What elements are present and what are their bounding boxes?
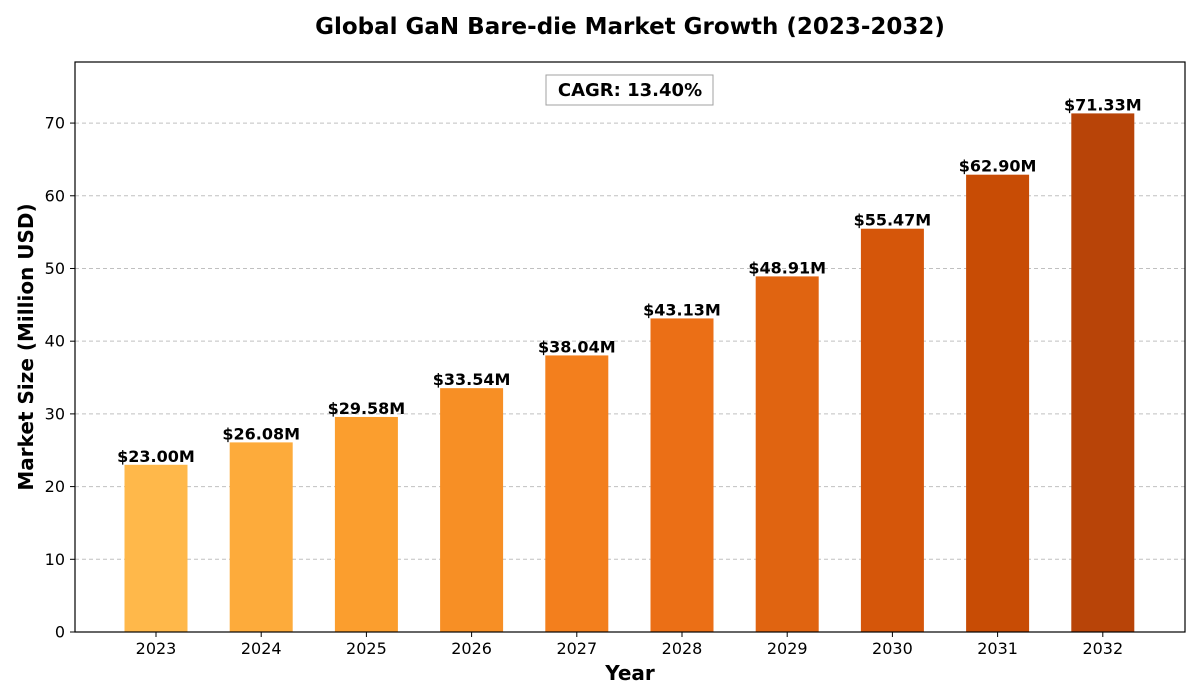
data-label-2026: $33.54M (433, 370, 511, 389)
data-label-2027: $38.04M (538, 337, 616, 356)
cagr-text: CAGR: 13.40% (558, 80, 702, 101)
y-tick-label: 20 (45, 477, 65, 496)
plot-frame (74, 61, 1186, 633)
bar-2024 (229, 442, 293, 632)
data-label-2029: $48.91M (748, 258, 826, 277)
bar-2026 (440, 388, 504, 632)
x-tick-label: 2027 (556, 639, 597, 658)
y-tick-label: 40 (45, 332, 65, 351)
y-tick-label: 70 (45, 114, 65, 133)
bar-2023 (124, 464, 188, 632)
bar-2027 (545, 355, 609, 632)
x-tick-label: 2030 (872, 639, 913, 658)
data-label-2024: $26.08M (222, 424, 300, 443)
bar-2029 (755, 276, 819, 632)
y-axis-label: Market Size (Million USD) (14, 203, 38, 490)
data-label-2023: $23.00M (117, 447, 195, 466)
y-tick-label: 0 (55, 623, 65, 642)
x-tick-label: 2023 (136, 639, 177, 658)
x-tick-label: 2024 (241, 639, 282, 658)
x-axis-label: Year (604, 661, 655, 685)
x-axis-ticks: 2023 2024 2025 2026 2027 2028 2029 2030 2031 2032 (136, 632, 1123, 658)
x-tick-label: 2028 (662, 639, 703, 658)
x-tick-label: 2029 (767, 639, 808, 658)
y-tick-label: 50 (45, 259, 65, 278)
y-axis-ticks: 0 10 20 30 40 50 60 70 (45, 114, 75, 642)
cagr-annotation: CAGR: 13.40% (545, 74, 714, 106)
cagr-box (545, 74, 714, 106)
bar-2030 (860, 228, 924, 633)
x-tick-label: 2032 (1082, 639, 1123, 658)
bars (124, 113, 1135, 633)
data-label-2028: $43.13M (643, 300, 721, 319)
data-labels: $23.00M $26.08M $29.58M $33.54M $38.04M $43.1… (117, 95, 1141, 465)
data-label-2030: $55.47M (854, 211, 932, 230)
bar-2031 (966, 174, 1030, 632)
y-tick-label: 30 (45, 404, 65, 423)
x-tick-label: 2031 (977, 639, 1018, 658)
chart-title: Global GaN Bare-die Market Growth (2023-… (315, 14, 945, 40)
bar-2032 (1071, 113, 1135, 632)
y-tick-label: 60 (45, 186, 65, 205)
x-tick-label: 2026 (451, 639, 492, 658)
data-label-2025: $29.58M (328, 399, 406, 418)
x-tick-label: 2025 (346, 639, 387, 658)
bar-2025 (334, 416, 398, 632)
data-label-2032: $71.33M (1064, 95, 1142, 114)
bar-2028 (650, 318, 714, 632)
y-tick-label: 10 (45, 550, 65, 569)
data-label-2031: $62.90M (959, 157, 1037, 176)
